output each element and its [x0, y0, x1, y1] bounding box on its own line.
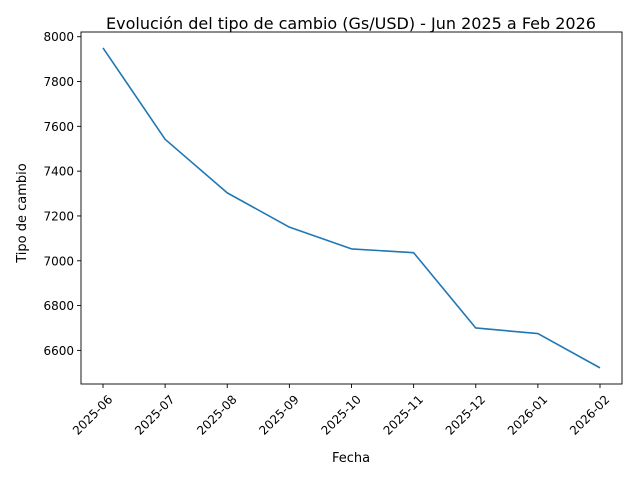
plot-frame: [80, 31, 623, 385]
y-tick-label: 7800: [43, 75, 74, 89]
y-tick-label: 8000: [43, 30, 74, 44]
y-tick-label: 7000: [43, 254, 74, 268]
y-tick-label: 6800: [43, 299, 74, 313]
chart-title: Evolución del tipo de cambio (Gs/USD) - …: [106, 14, 596, 33]
y-tick-label: 7200: [43, 209, 74, 223]
y-tick-label: 7400: [43, 165, 74, 179]
y-tick-label: 7600: [43, 120, 74, 134]
y-tick-label: 6600: [43, 344, 74, 358]
x-axis-label: Fecha: [332, 451, 370, 466]
y-axis-label: Tipo de cambio: [15, 163, 30, 264]
series-line-0: [102, 47, 601, 369]
